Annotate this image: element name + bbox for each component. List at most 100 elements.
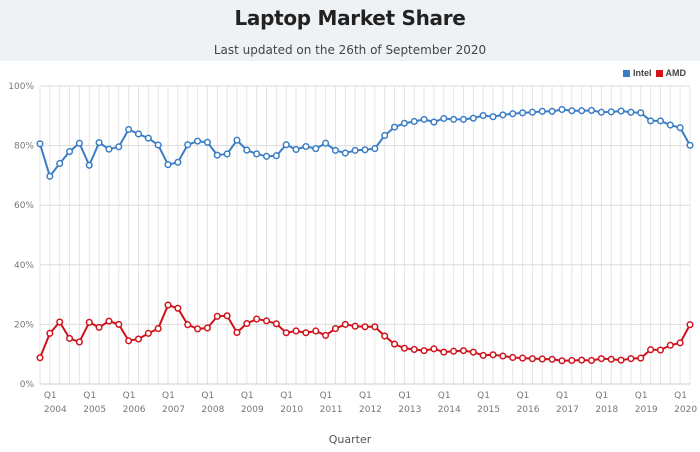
data-point-amd[interactable] (509, 353, 517, 362)
data-point-amd[interactable] (666, 341, 674, 349)
data-point-amd[interactable] (637, 354, 645, 362)
data-point-amd[interactable] (597, 355, 605, 363)
data-point-intel[interactable] (46, 172, 54, 180)
data-point-intel[interactable] (95, 139, 103, 147)
data-point-intel[interactable] (75, 139, 83, 147)
data-point-amd[interactable] (548, 355, 556, 363)
data-point-amd[interactable] (450, 347, 458, 355)
data-point-amd[interactable] (36, 354, 44, 362)
data-point-amd[interactable] (134, 335, 143, 343)
data-point-amd[interactable] (381, 332, 389, 340)
data-point-intel[interactable] (430, 118, 438, 126)
data-point-intel[interactable] (568, 107, 576, 115)
data-point-amd[interactable] (499, 352, 507, 360)
data-point-intel[interactable] (213, 151, 221, 159)
data-point-amd[interactable] (647, 346, 655, 354)
data-point-amd[interactable] (400, 344, 408, 352)
data-point-amd[interactable] (676, 339, 684, 347)
data-point-intel[interactable] (341, 149, 349, 157)
data-point-intel[interactable] (647, 117, 655, 125)
data-point-amd[interactable] (519, 354, 527, 362)
data-point-amd[interactable] (686, 321, 694, 329)
data-point-intel[interactable] (361, 146, 369, 154)
data-point-intel[interactable] (85, 161, 93, 169)
data-point-intel[interactable] (174, 158, 182, 166)
data-point-intel[interactable] (637, 109, 645, 117)
legend-item-amd[interactable]: AMD (655, 68, 686, 78)
data-point-intel[interactable] (233, 136, 241, 144)
data-point-intel[interactable] (440, 114, 448, 123)
data-point-intel[interactable] (331, 146, 340, 154)
data-point-intel[interactable] (450, 115, 458, 123)
data-point-amd[interactable] (65, 334, 74, 342)
data-point-amd[interactable] (489, 351, 497, 359)
data-point-intel[interactable] (154, 141, 162, 149)
data-point-amd[interactable] (410, 345, 418, 353)
data-point-amd[interactable] (95, 323, 103, 331)
data-point-intel[interactable] (253, 150, 261, 158)
data-point-amd[interactable] (203, 324, 211, 332)
data-point-amd[interactable] (164, 301, 172, 309)
data-point-amd[interactable] (223, 312, 231, 320)
data-point-intel[interactable] (686, 141, 694, 149)
data-point-intel[interactable] (538, 107, 546, 115)
data-point-amd[interactable] (361, 323, 369, 331)
data-point-amd[interactable] (558, 357, 566, 365)
data-point-intel[interactable] (203, 138, 211, 146)
data-point-intel[interactable] (272, 152, 280, 160)
data-point-amd[interactable] (85, 318, 93, 326)
data-point-intel[interactable] (607, 108, 615, 116)
data-point-amd[interactable] (105, 317, 113, 325)
data-point-intel[interactable] (459, 115, 468, 123)
data-point-intel[interactable] (489, 113, 497, 121)
data-point-intel[interactable] (410, 117, 418, 126)
data-point-intel[interactable] (134, 130, 143, 138)
data-point-amd[interactable] (617, 356, 625, 364)
data-point-amd[interactable] (243, 319, 251, 328)
data-point-amd[interactable] (587, 356, 596, 365)
data-point-amd[interactable] (440, 348, 448, 356)
data-point-intel[interactable] (499, 111, 507, 119)
data-point-intel[interactable] (125, 125, 133, 134)
data-point-intel[interactable] (676, 124, 684, 132)
data-point-amd[interactable] (390, 340, 399, 348)
data-point-amd[interactable] (302, 329, 310, 337)
legend-item-intel[interactable]: Intel (622, 68, 652, 78)
data-point-intel[interactable] (194, 137, 202, 145)
data-point-intel[interactable] (548, 107, 556, 115)
data-point-amd[interactable] (528, 355, 536, 363)
data-point-amd[interactable] (322, 331, 330, 339)
data-point-intel[interactable] (115, 143, 123, 151)
data-point-intel[interactable] (627, 108, 635, 116)
data-point-intel[interactable] (223, 150, 231, 158)
data-point-intel[interactable] (656, 117, 665, 125)
data-point-amd[interactable] (578, 356, 586, 364)
data-point-intel[interactable] (56, 159, 64, 168)
data-point-intel[interactable] (371, 145, 379, 153)
data-point-amd[interactable] (371, 323, 379, 331)
data-point-intel[interactable] (65, 148, 74, 156)
data-point-amd[interactable] (420, 347, 428, 355)
data-point-intel[interactable] (420, 115, 428, 123)
data-point-amd[interactable] (627, 355, 635, 363)
data-point-intel[interactable] (312, 145, 320, 153)
data-point-intel[interactable] (587, 106, 596, 114)
data-point-intel[interactable] (617, 107, 625, 115)
data-point-amd[interactable] (272, 320, 280, 328)
data-point-intel[interactable] (164, 161, 172, 169)
data-point-amd[interactable] (538, 355, 546, 363)
data-point-amd[interactable] (312, 327, 320, 335)
data-point-amd[interactable] (282, 329, 290, 337)
data-point-intel[interactable] (322, 139, 330, 147)
data-point-intel[interactable] (528, 108, 536, 116)
data-point-intel[interactable] (292, 145, 300, 154)
data-point-amd[interactable] (656, 346, 665, 354)
data-point-intel[interactable] (243, 146, 251, 154)
data-point-amd[interactable] (351, 322, 359, 330)
data-point-amd[interactable] (568, 356, 576, 365)
data-point-intel[interactable] (105, 145, 113, 153)
data-point-amd[interactable] (56, 318, 64, 326)
data-point-intel[interactable] (381, 131, 389, 140)
data-point-amd[interactable] (194, 325, 202, 333)
data-point-amd[interactable] (331, 325, 340, 333)
